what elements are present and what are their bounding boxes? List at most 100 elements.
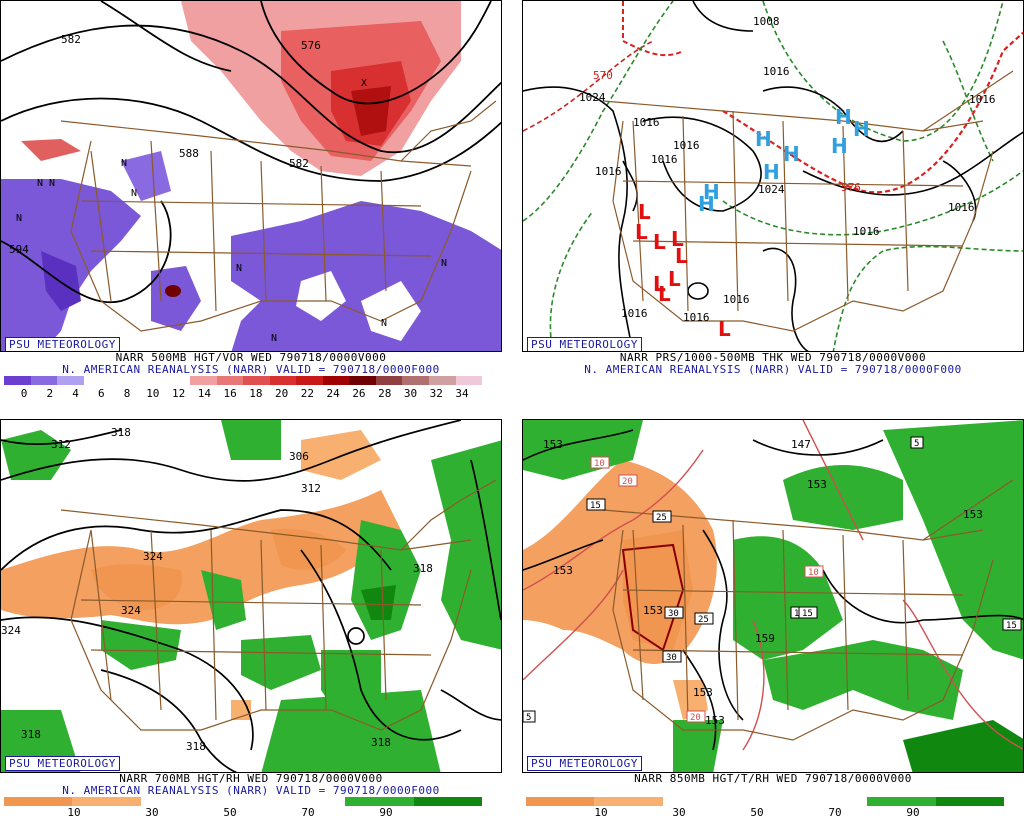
temperature-box: 10: [804, 565, 824, 578]
svg-text:N: N: [49, 178, 55, 189]
svg-text:15: 15: [590, 501, 601, 511]
contour-label: 1008: [753, 15, 780, 28]
color-scale-tick: 10: [146, 387, 160, 400]
contour-label: 1016: [683, 311, 710, 324]
temperature-box: 25: [652, 510, 672, 523]
contour-label: 1016: [595, 165, 622, 178]
contour-label: 153: [693, 686, 713, 699]
contour-label: 312: [51, 438, 71, 451]
svg-text:N: N: [441, 258, 447, 269]
color-scale-tick: 50: [223, 806, 237, 819]
low-symbol: L: [653, 230, 666, 254]
color-scale-tick: 10: [67, 806, 81, 819]
color-scale-tick: 34: [455, 387, 469, 400]
color-scale-swatch: [429, 376, 456, 385]
color-scale-swatch: [296, 376, 323, 385]
contour-label: 153: [963, 508, 983, 521]
caption-title: NARR 850MB HGT/T/RH WED 790718/0000V000: [634, 772, 912, 785]
contour-label: 582: [61, 33, 81, 46]
svg-text:5: 5: [526, 713, 531, 723]
caption-valid: N. AMERICAN REANALYSIS (NARR) VALID = 79…: [584, 363, 962, 376]
svg-text:5: 5: [914, 439, 919, 449]
psu-logo: PSU METEOROLOGY: [5, 337, 120, 351]
caption-title: NARR 500MB HGT/VOR WED 790718/0000V000: [115, 351, 387, 364]
contour-label: 1016: [948, 201, 975, 214]
color-scale-tick: 12: [171, 387, 186, 400]
temperature-box: 25: [694, 612, 714, 625]
low-symbol: L: [675, 244, 688, 268]
color-scale-swatch: [799, 797, 868, 806]
color-scale-tick: 90: [906, 806, 920, 819]
temperature-box: 15: [586, 498, 606, 511]
low-symbol: L: [635, 220, 648, 244]
contour-label: 1016: [763, 65, 790, 78]
color-scale-swatch: [140, 797, 209, 806]
color-scale-tick: 2: [46, 387, 54, 400]
high-symbol: H: [783, 142, 800, 166]
color-scale-tick: 30: [145, 806, 159, 819]
color-scale-tick: 30: [403, 387, 418, 400]
temperature-box: 20: [618, 474, 638, 487]
color-scale-swatch: [526, 797, 595, 806]
contour-label: 318: [371, 736, 391, 749]
contour-label: 147: [791, 438, 811, 451]
temperature-box: 15: [798, 606, 818, 619]
color-scale-swatch: [243, 376, 270, 385]
color-scale-tick: 6: [97, 387, 105, 400]
svg-text:N: N: [121, 158, 127, 169]
color-scale-tick: 30: [672, 806, 686, 819]
contour-label: 306: [289, 450, 309, 463]
color-scale-swatch: [730, 797, 800, 806]
svg-text:X: X: [361, 78, 367, 89]
psu-logo: PSU METEOROLOGY: [527, 337, 642, 351]
color-scale-tick: 4: [72, 387, 79, 400]
color-scale-tick: 20: [275, 387, 289, 400]
color-scale-swatch: [208, 797, 278, 806]
color-scale-tick: 32: [429, 387, 443, 400]
color-scale-tick: 90: [379, 806, 393, 819]
color-scale-bar: [4, 797, 482, 806]
contour-label: 588: [179, 147, 199, 160]
color-scale-swatch: [345, 797, 414, 806]
color-scale-swatch: [83, 376, 111, 385]
contour-label: 153: [543, 438, 563, 451]
panel-850mb-temp-rh: 153 147 153 153 153 159 153 153 153 5 10 2…: [522, 419, 1024, 819]
contour-label: 1016: [633, 116, 660, 129]
high-symbol: H: [755, 127, 772, 151]
color-scale-tick: 14: [197, 387, 211, 400]
color-scale-tick: 16: [223, 387, 237, 400]
temp-rh-field-850: 153 147 153 153 153 159 153 153 153 5 10 2…: [523, 420, 1023, 772]
caption-valid: N. AMERICAN REANALYSIS (NARR) VALID = 79…: [62, 363, 440, 376]
contour-label: 570: [593, 69, 613, 82]
temperature-box: 5: [910, 436, 924, 449]
color-scale-swatch: [455, 376, 483, 385]
caption-title: NARR PRS/1000-500MB THK WED 790718/0000V…: [619, 351, 927, 364]
temperature-labels: 51020152530253015101515205: [523, 436, 1022, 723]
color-scale-swatch: [4, 797, 73, 806]
low-symbol: L: [718, 317, 731, 341]
contour-label: 324: [1, 624, 21, 637]
temperature-box: 20: [686, 710, 706, 723]
temperature-box: 5: [523, 710, 536, 723]
svg-text:25: 25: [656, 513, 667, 523]
temperature-box: 30: [664, 606, 684, 619]
contour-label: 1016: [621, 307, 648, 320]
temperature-box: 15: [1002, 618, 1022, 631]
contour-label: 324: [143, 550, 163, 563]
temperature-box: 10: [590, 456, 610, 469]
svg-text:20: 20: [622, 477, 633, 487]
map-surface-pressure: H H H H H H H H L L L L L L L L L: [522, 0, 1024, 352]
contour-label: 594: [9, 243, 29, 256]
contour-label: 1016: [651, 153, 678, 166]
svg-text:N: N: [131, 188, 137, 199]
color-scale-swatch: [269, 376, 297, 385]
panel-700mb-rh: 312 318 306 312 324 324 318 324 318 318 …: [0, 419, 502, 819]
svg-text:30: 30: [666, 653, 677, 663]
svg-text:10: 10: [808, 568, 819, 578]
contour-label: 153: [807, 478, 827, 491]
color-scale-tick: 22: [300, 387, 315, 400]
svg-text:15: 15: [1006, 621, 1017, 631]
contour-label: 576: [841, 181, 861, 194]
